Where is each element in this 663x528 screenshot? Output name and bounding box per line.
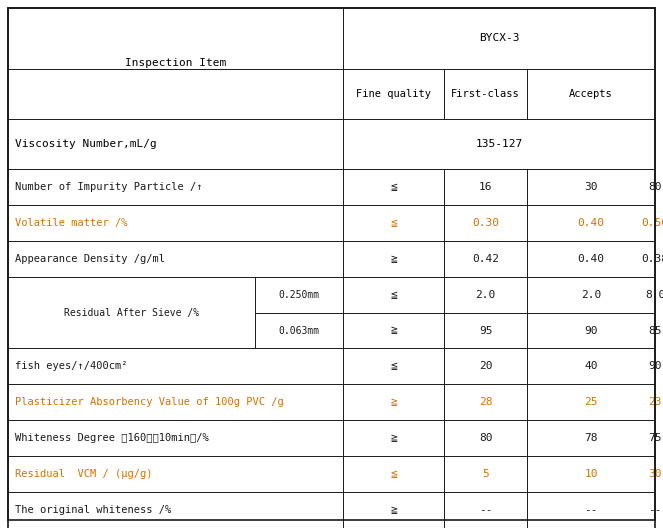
Text: 135-127: 135-127 [475, 139, 523, 149]
Text: 78: 78 [584, 433, 598, 443]
Text: 0.50: 0.50 [642, 218, 663, 228]
Text: 80: 80 [648, 182, 662, 192]
Text: 20: 20 [479, 362, 493, 371]
Text: Viscosity Number,mL/g: Viscosity Number,mL/g [15, 139, 156, 149]
Text: 28: 28 [479, 398, 493, 407]
Text: 0.063mm: 0.063mm [278, 326, 320, 335]
Text: 8.0: 8.0 [645, 290, 663, 299]
Text: 0.40: 0.40 [577, 218, 605, 228]
Text: 90: 90 [648, 362, 662, 371]
Text: Inspection Item: Inspection Item [125, 59, 226, 68]
Text: ≧: ≧ [391, 326, 397, 335]
Text: ≦: ≦ [391, 182, 397, 192]
Text: ≧: ≧ [391, 433, 397, 443]
Text: ≦: ≦ [391, 469, 397, 479]
Text: Residual After Sieve /%: Residual After Sieve /% [64, 308, 199, 317]
Text: Residual  VCM / (μg/g): Residual VCM / (μg/g) [15, 469, 152, 479]
Text: 5: 5 [482, 469, 489, 479]
Text: ≧: ≧ [391, 254, 397, 263]
Text: BYCX-3: BYCX-3 [479, 33, 520, 43]
Text: --: -- [584, 505, 598, 515]
Text: 75: 75 [648, 433, 662, 443]
Text: 25: 25 [584, 398, 598, 407]
Text: 16: 16 [479, 182, 493, 192]
Text: The original whiteness /%: The original whiteness /% [15, 505, 171, 515]
Text: 80: 80 [479, 433, 493, 443]
Text: --: -- [479, 505, 493, 515]
Text: fish eyes/↑/400cm²: fish eyes/↑/400cm² [15, 362, 127, 371]
Text: Number of Impurity Particle /↑: Number of Impurity Particle /↑ [15, 182, 202, 192]
Text: ≧: ≧ [391, 398, 397, 407]
Text: Accepts: Accepts [570, 89, 613, 99]
Text: 85: 85 [648, 326, 662, 335]
Text: Volatile matter /%: Volatile matter /% [15, 218, 127, 228]
Text: ≦: ≦ [391, 362, 397, 371]
Text: 95: 95 [479, 326, 493, 335]
Text: 2.0: 2.0 [581, 290, 601, 299]
Text: Whiteness Degree （160℃，10min）/%: Whiteness Degree （160℃，10min）/% [15, 433, 208, 443]
Text: ≦: ≦ [391, 290, 397, 299]
Text: 30: 30 [584, 182, 598, 192]
Text: 10: 10 [584, 469, 598, 479]
Text: 2.0: 2.0 [475, 290, 496, 299]
Text: 30: 30 [648, 469, 662, 479]
Text: ≦: ≦ [391, 218, 397, 228]
Text: --: -- [648, 505, 662, 515]
Text: 0.42: 0.42 [472, 254, 499, 263]
Text: 90: 90 [584, 326, 598, 335]
Text: Plasticizer Absorbency Value of 100g PVC /g: Plasticizer Absorbency Value of 100g PVC… [15, 398, 283, 407]
Text: 40: 40 [584, 362, 598, 371]
Text: 23: 23 [648, 398, 662, 407]
Text: Fine quality: Fine quality [356, 89, 432, 99]
Text: First-class: First-class [452, 89, 520, 99]
Text: Appearance Density /g/ml: Appearance Density /g/ml [15, 254, 164, 263]
Text: 0.38: 0.38 [642, 254, 663, 263]
Text: 0.250mm: 0.250mm [278, 290, 320, 299]
Text: ≧: ≧ [391, 505, 397, 515]
Text: 0.30: 0.30 [472, 218, 499, 228]
Text: 0.40: 0.40 [577, 254, 605, 263]
